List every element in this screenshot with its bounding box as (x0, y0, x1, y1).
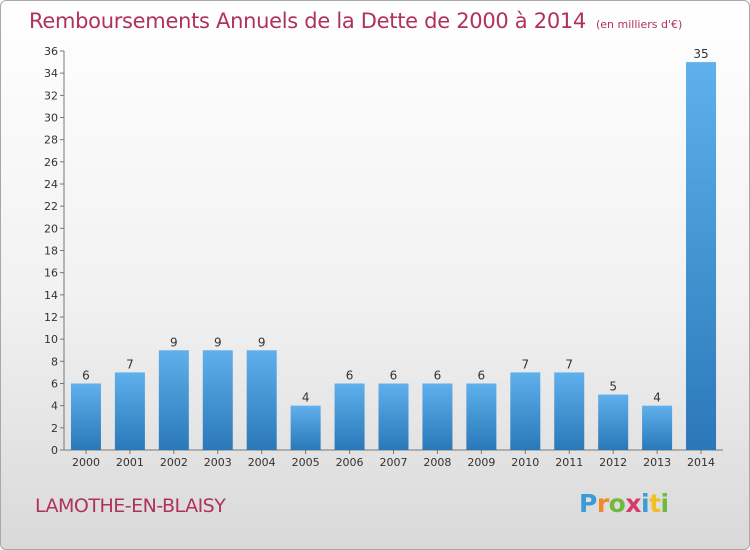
y-tick-label: 12 (44, 311, 58, 324)
x-tick-label: 2005 (292, 456, 320, 469)
bar-2002 (158, 350, 189, 450)
y-tick-label: 22 (44, 200, 58, 213)
bar-value-label: 4 (302, 391, 310, 405)
x-tick-label: 2002 (160, 456, 188, 469)
y-tick-label: 34 (44, 67, 58, 80)
logo-letter: i (660, 489, 670, 518)
logo-letter: r (596, 489, 609, 518)
y-tick-label: 4 (51, 400, 58, 413)
y-tick-label: 6 (51, 378, 58, 391)
x-tick-label: 2006 (336, 456, 364, 469)
y-tick-label: 26 (44, 156, 58, 169)
bar-value-label: 9 (170, 335, 178, 349)
bar-value-label: 6 (346, 369, 354, 383)
x-tick-label: 2001 (116, 456, 144, 469)
y-tick-label: 0 (51, 444, 58, 457)
bar-2000 (70, 383, 101, 450)
logo-letter: t (649, 489, 661, 518)
x-tick-label: 2004 (248, 456, 276, 469)
x-tick-label: 2008 (423, 456, 451, 469)
bar-value-label: 7 (126, 357, 134, 371)
bar-value-label: 9 (214, 335, 222, 349)
bar-2014 (686, 62, 717, 450)
bar-2008 (422, 383, 453, 450)
x-tick-label: 2007 (380, 456, 408, 469)
x-tick-label: 2009 (467, 456, 495, 469)
bar-value-label: 7 (521, 357, 529, 371)
bar-value-label: 6 (434, 369, 442, 383)
y-tick-label: 16 (44, 267, 58, 280)
bar-value-label: 6 (82, 369, 90, 383)
proxiti-logo: Proxiti (579, 489, 669, 518)
bar-2007 (378, 383, 409, 450)
bar-2013 (642, 405, 673, 450)
bar-value-label: 35 (693, 47, 708, 61)
bar-2005 (290, 405, 321, 450)
bar-2006 (334, 383, 365, 450)
y-tick-label: 8 (51, 355, 58, 368)
y-tick-label: 14 (44, 289, 58, 302)
title-row: Remboursements Annuels de la Dette de 20… (29, 9, 682, 33)
bar-value-label: 4 (653, 391, 661, 405)
y-tick-label: 24 (44, 178, 58, 191)
y-tick-label: 18 (44, 245, 58, 258)
bar-2001 (114, 372, 145, 450)
x-tick-label: 2013 (643, 456, 671, 469)
bar-2011 (554, 372, 585, 450)
bar-value-label: 5 (609, 380, 617, 394)
x-axis: 2000 2001 2002 2003 2004 2005 2006 2007 2008 2009… (64, 449, 723, 469)
y-tick-label: 28 (44, 134, 58, 147)
y-tick-label: 20 (44, 222, 58, 235)
logo-letter: o (608, 489, 626, 518)
y-tick-label: 36 (44, 45, 58, 58)
x-tick-label: 2010 (511, 456, 539, 469)
bar-value-label: 6 (390, 369, 398, 383)
bar-2009 (466, 383, 497, 450)
y-tick-label: 30 (44, 112, 58, 125)
logo-letter: P (579, 489, 597, 518)
bar-2010 (510, 372, 541, 450)
x-tick-label: 2011 (555, 456, 583, 469)
bar-value-label: 7 (565, 357, 573, 371)
bar-value-label: 6 (478, 369, 486, 383)
bars: 6 7 9 9 9 4 6 6 6 6 7 7 5 4 35 (70, 47, 717, 450)
bar-2003 (202, 350, 233, 450)
chart-title: Remboursements Annuels de la Dette de 20… (29, 9, 586, 33)
x-tick-label: 2003 (204, 456, 232, 469)
logo-letter: x (625, 489, 641, 518)
y-tick-label: 32 (44, 89, 58, 102)
x-tick-label: 2012 (599, 456, 627, 469)
y-tick-label: 2 (51, 422, 58, 435)
y-tick-label: 10 (44, 333, 58, 346)
bar-value-label: 9 (258, 335, 266, 349)
commune-name: LAMOTHE-EN-BLAISY (35, 495, 226, 517)
bar-2012 (598, 394, 629, 450)
x-tick-label: 2014 (687, 456, 715, 469)
bar-2004 (246, 350, 277, 450)
chart-subtitle: (en milliers d'€) (596, 18, 683, 31)
logo-letter: i (641, 489, 650, 518)
x-tick-label: 2000 (72, 456, 100, 469)
